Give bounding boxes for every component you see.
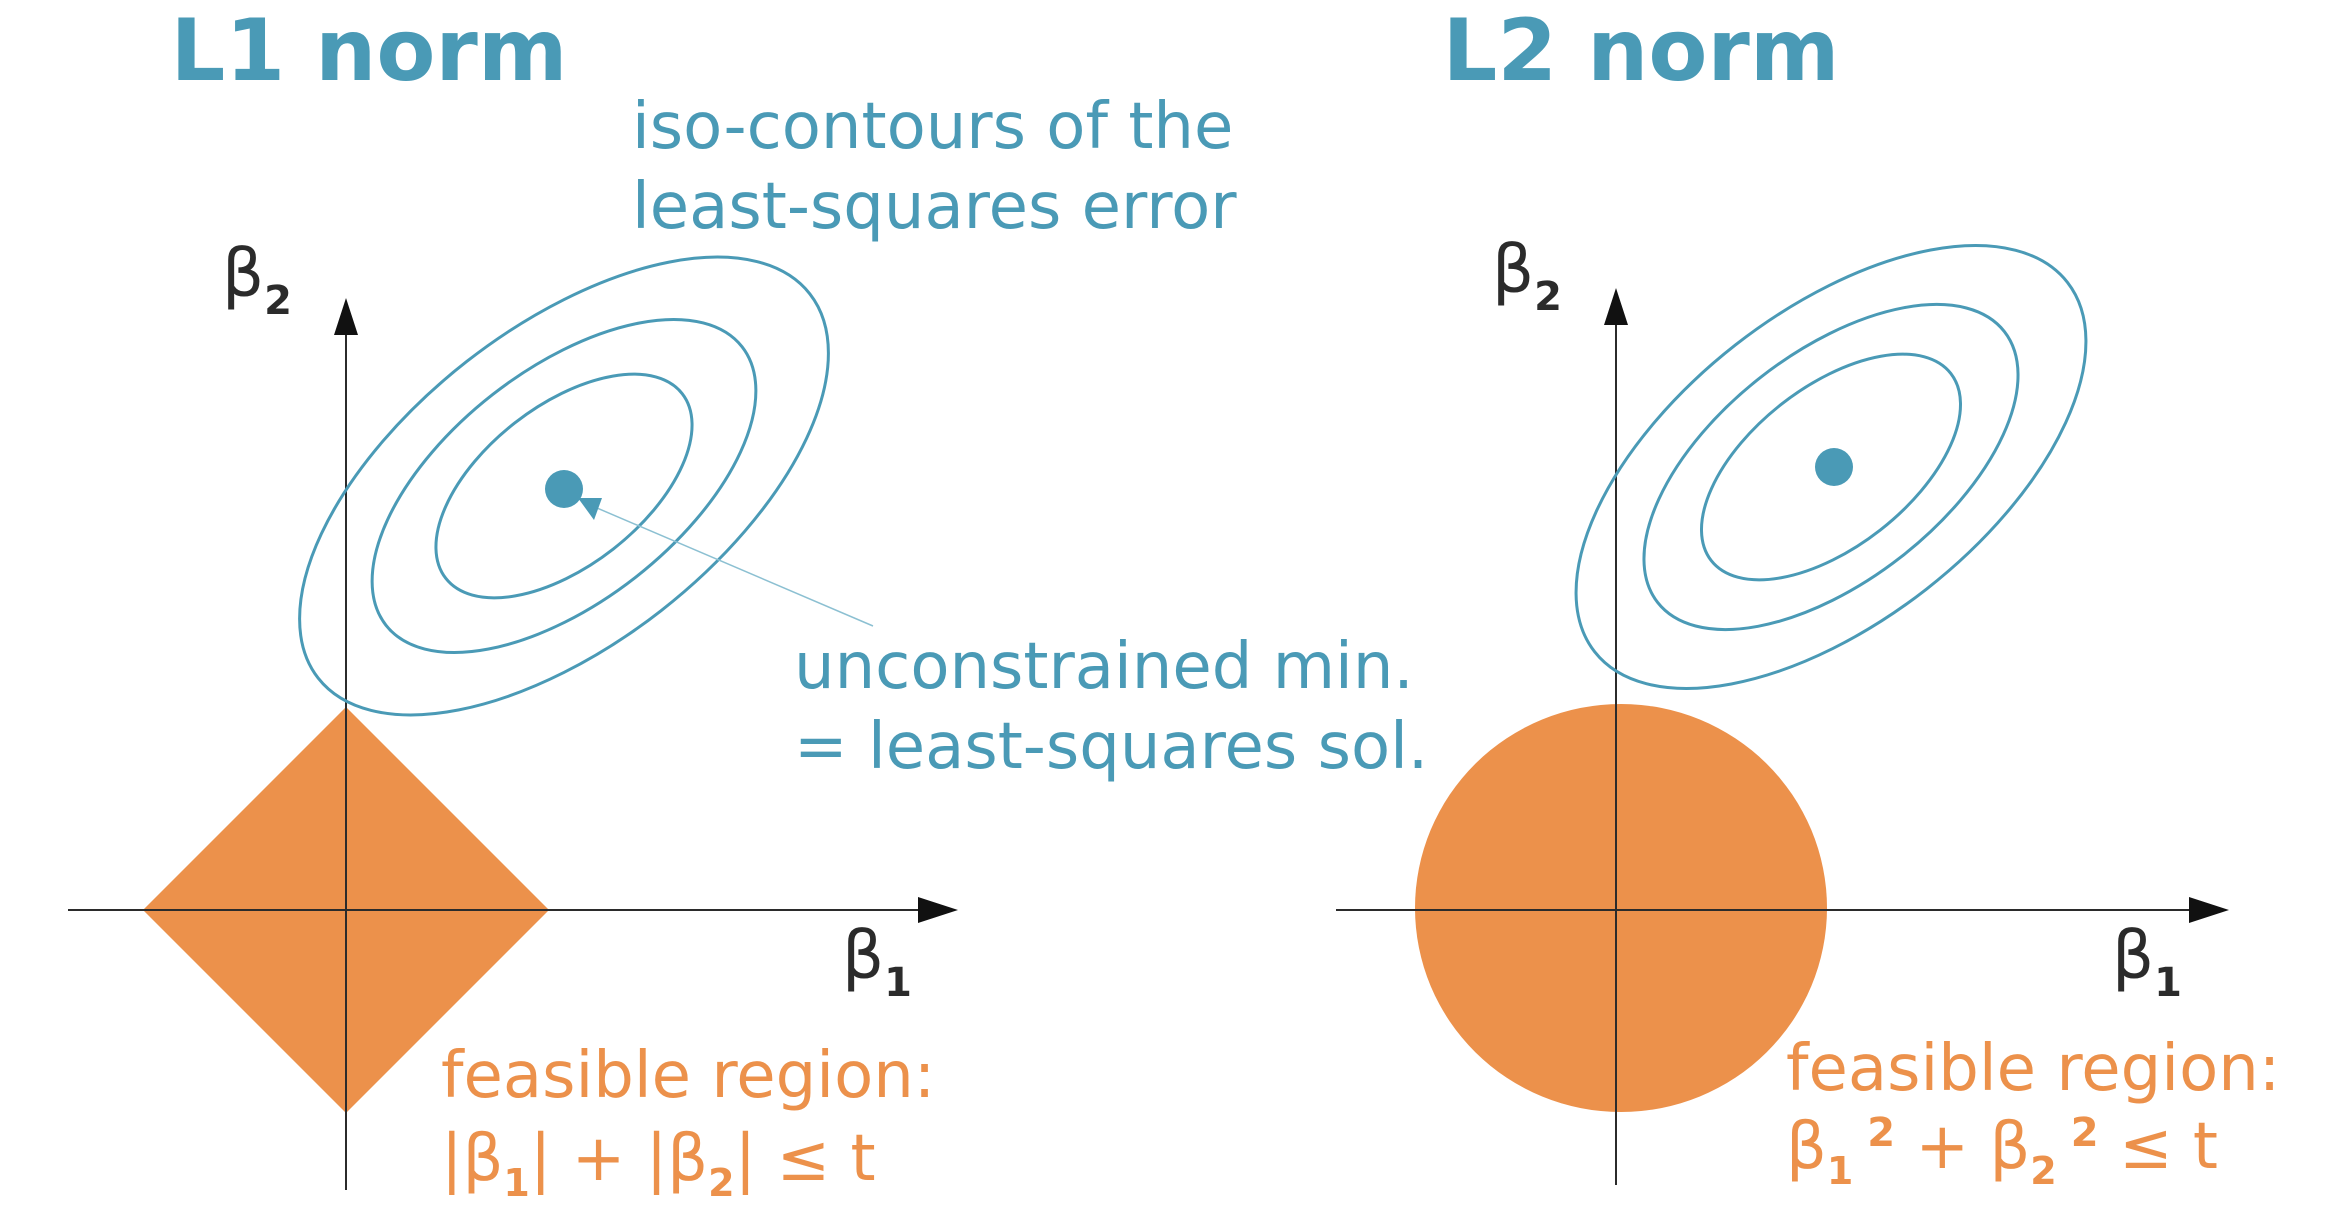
l1-title: L1 norm <box>171 1 568 101</box>
unconstrained-min-label-line1: unconstrained min. <box>794 630 1414 704</box>
l1-contour-outer <box>298 255 830 717</box>
min-pointer-line <box>589 504 874 627</box>
l1-y-axis-label: β2 <box>222 235 292 324</box>
l2-feasible-label: feasible region: <box>1786 1032 2280 1106</box>
contours-label-line2: least-squares error <box>632 170 1237 244</box>
l1-panel: L1 norm β1 β2 feasible region: |β1| + |β… <box>68 1 958 1205</box>
min-pointer-arrowhead <box>578 498 602 520</box>
l1-x-axis-label: β1 <box>842 917 912 1006</box>
l2-contour-inner <box>1699 352 1963 582</box>
l2-feasible-formula: β12 + β22 ≤ t <box>1786 1110 2218 1193</box>
l1-contour-inner <box>434 372 694 600</box>
l2-y-axis-label: β2 <box>1492 231 1562 320</box>
l2-iso-contours <box>1574 244 2088 690</box>
contours-label-line1: iso-contours of the <box>632 90 1233 164</box>
l1-unconstrained-min-point <box>545 470 583 508</box>
l1-y-axis-arrowhead <box>334 298 358 335</box>
l1-feasible-label: feasible region: <box>441 1039 935 1113</box>
l2-x-axis-label: β1 <box>2112 917 2182 1006</box>
annotations: iso-contours of the least-squares error … <box>632 90 1428 784</box>
l2-feasible-region-circle <box>1415 704 1827 1112</box>
l1-feasible-formula: |β1| + |β2| ≤ t <box>441 1122 876 1205</box>
l2-x-axis-arrowhead <box>2189 897 2229 923</box>
l1-contour-middle <box>370 318 758 654</box>
l2-contour-middle <box>1642 302 2020 632</box>
l1-iso-contours <box>298 255 830 717</box>
l2-contour-outer <box>1574 244 2088 690</box>
l2-unconstrained-min-point <box>1815 448 1853 486</box>
l2-y-axis-arrowhead <box>1604 288 1628 325</box>
l2-panel: L2 norm β1 β2 feasible region: β12 + β22… <box>1336 1 2280 1193</box>
unconstrained-min-label-line2: = least-squares sol. <box>794 710 1428 784</box>
l1-x-axis-arrowhead <box>918 897 958 923</box>
l2-title: L2 norm <box>1443 1 1840 101</box>
